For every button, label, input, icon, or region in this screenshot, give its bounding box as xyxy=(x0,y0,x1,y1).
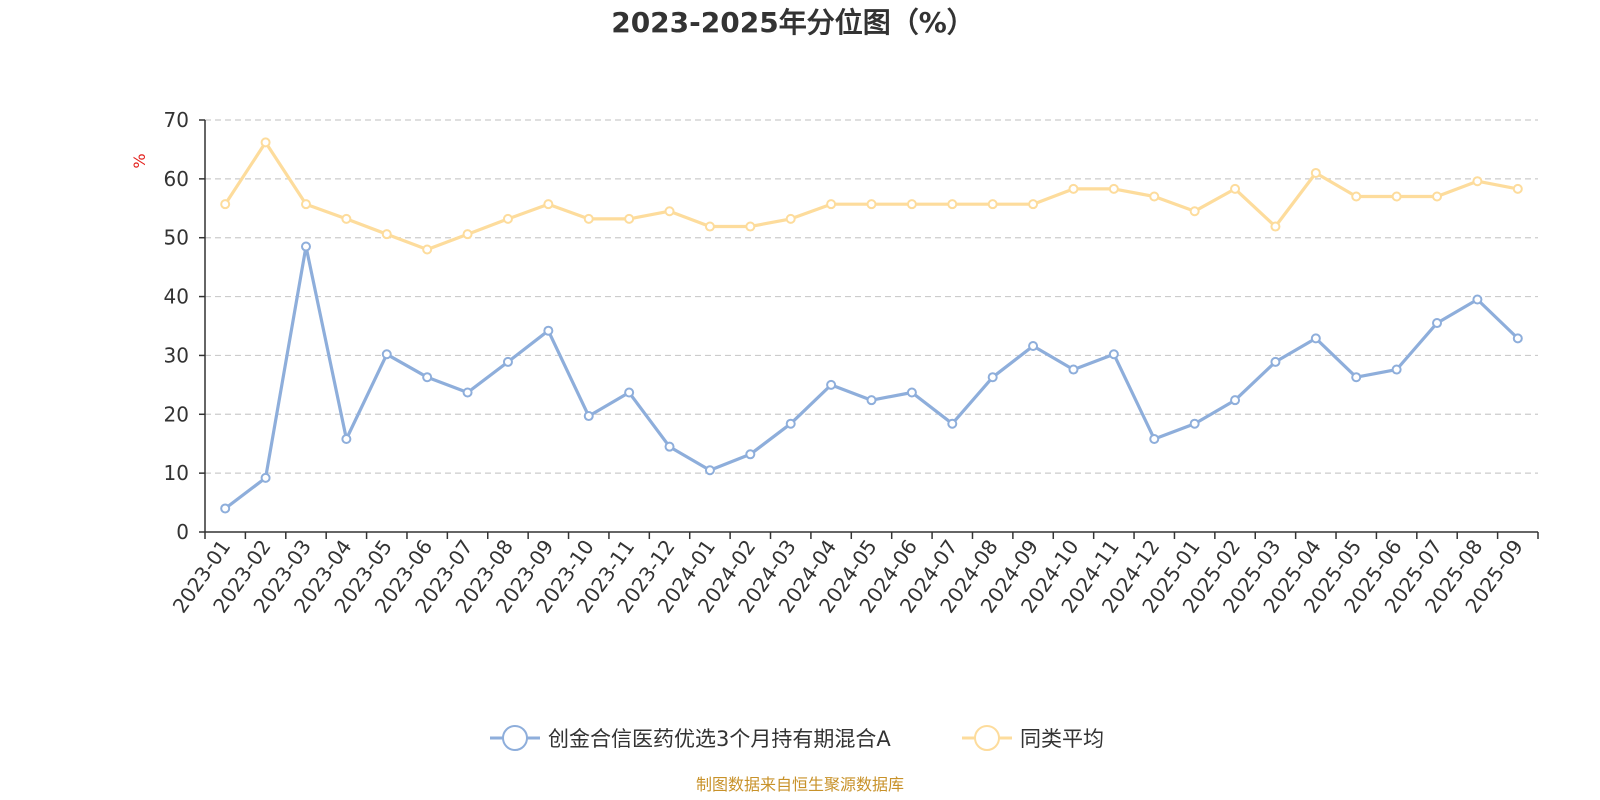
source-note: 制图数据来自恒生聚源数据库 xyxy=(696,775,904,794)
series-line xyxy=(224,244,1519,510)
data-point[interactable] xyxy=(1108,349,1119,360)
axes xyxy=(199,119,1539,539)
data-point[interactable] xyxy=(1230,183,1241,194)
data-point[interactable] xyxy=(502,356,513,367)
y-axis-label: % xyxy=(130,153,149,168)
series-line xyxy=(223,140,1519,252)
y-tick-label: 70 xyxy=(164,108,189,132)
series-1 xyxy=(220,137,1523,255)
data-point[interactable] xyxy=(624,213,635,224)
data-point[interactable] xyxy=(704,221,715,232)
data-point[interactable] xyxy=(664,206,675,217)
data-point[interactable] xyxy=(1028,341,1039,352)
data-point[interactable] xyxy=(1189,206,1200,217)
data-point[interactable] xyxy=(260,137,271,148)
data-point[interactable] xyxy=(987,199,998,210)
data-point[interactable] xyxy=(1270,221,1281,232)
legend-marker xyxy=(974,725,1000,751)
data-point[interactable] xyxy=(1149,434,1160,445)
legend-item-1[interactable]: 同类平均 xyxy=(962,725,1104,751)
data-point[interactable] xyxy=(906,387,917,398)
data-point[interactable] xyxy=(1149,191,1160,202)
data-point[interactable] xyxy=(1189,418,1200,429)
data-point[interactable] xyxy=(462,229,473,240)
chart-title: 2023-2025年分位图（%） xyxy=(611,6,975,39)
data-point[interactable] xyxy=(422,244,433,255)
data-point[interactable] xyxy=(866,395,877,406)
data-point[interactable] xyxy=(381,349,392,360)
legend-label: 同类平均 xyxy=(1020,727,1104,751)
data-point[interactable] xyxy=(826,379,837,390)
data-point[interactable] xyxy=(220,503,231,514)
data-point[interactable] xyxy=(987,372,998,383)
data-point[interactable] xyxy=(947,418,958,429)
data-point[interactable] xyxy=(341,213,352,224)
data-point[interactable] xyxy=(1068,364,1079,375)
data-point[interactable] xyxy=(1432,191,1443,202)
data-point[interactable] xyxy=(745,221,756,232)
data-point[interactable] xyxy=(947,199,958,210)
data-point[interactable] xyxy=(422,372,433,383)
y-tick-label: 10 xyxy=(164,461,189,485)
data-point[interactable] xyxy=(1351,191,1362,202)
data-point[interactable] xyxy=(300,199,311,210)
data-point[interactable] xyxy=(664,441,675,452)
data-point[interactable] xyxy=(300,241,311,252)
y-tick-label: 60 xyxy=(164,167,189,191)
data-point[interactable] xyxy=(583,213,594,224)
y-tick-label: 30 xyxy=(164,343,189,367)
legend: 创金合信医药优选3个月持有期混合A 同类平均 xyxy=(490,725,1104,751)
series-0 xyxy=(220,241,1523,514)
y-tick-label: 0 xyxy=(176,520,189,544)
x-tick-labels: 2023-012023-022023-032023-042023-052023-… xyxy=(168,535,1528,617)
data-point[interactable] xyxy=(745,449,756,460)
data-point[interactable] xyxy=(341,434,352,445)
data-point[interactable] xyxy=(826,199,837,210)
data-point[interactable] xyxy=(866,199,877,210)
data-point[interactable] xyxy=(543,199,554,210)
data-point[interactable] xyxy=(220,199,231,210)
data-point[interactable] xyxy=(1351,372,1362,383)
data-point[interactable] xyxy=(1230,395,1241,406)
data-point[interactable] xyxy=(1512,183,1523,194)
grid-lines xyxy=(205,119,1538,474)
data-point[interactable] xyxy=(1391,191,1402,202)
data-point[interactable] xyxy=(624,387,635,398)
data-point[interactable] xyxy=(1028,199,1039,210)
y-tick-label: 20 xyxy=(164,402,189,426)
data-point[interactable] xyxy=(704,465,715,476)
legend-label: 创金合信医药优选3个月持有期混合A xyxy=(548,727,891,751)
data-point[interactable] xyxy=(1391,364,1402,375)
legend-item-0[interactable]: 创金合信医药优选3个月持有期混合A xyxy=(490,725,891,751)
y-tick-label: 50 xyxy=(164,226,189,250)
data-point[interactable] xyxy=(1472,176,1483,187)
data-point[interactable] xyxy=(260,472,271,483)
data-point[interactable] xyxy=(1512,333,1523,344)
data-point[interactable] xyxy=(543,325,554,336)
data-point[interactable] xyxy=(906,199,917,210)
y-tick-label: 40 xyxy=(164,285,189,309)
data-point[interactable] xyxy=(1068,183,1079,194)
data-point[interactable] xyxy=(381,229,392,240)
data-point[interactable] xyxy=(1310,167,1321,178)
data-point[interactable] xyxy=(1432,318,1443,329)
series-group xyxy=(220,137,1523,514)
data-point[interactable] xyxy=(1310,333,1321,344)
data-point[interactable] xyxy=(583,411,594,422)
y-tick-labels: 0 10 20 30 40 50 60 70 xyxy=(164,108,189,544)
data-point[interactable] xyxy=(1108,183,1119,194)
data-point[interactable] xyxy=(1472,294,1483,305)
data-point[interactable] xyxy=(1270,356,1281,367)
legend-marker xyxy=(502,725,528,751)
data-point[interactable] xyxy=(785,418,796,429)
data-point[interactable] xyxy=(462,387,473,398)
data-point[interactable] xyxy=(785,213,796,224)
data-point[interactable] xyxy=(502,213,513,224)
